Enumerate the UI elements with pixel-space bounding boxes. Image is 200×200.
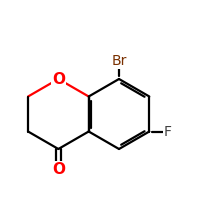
Text: O: O — [52, 72, 65, 86]
Text: Br: Br — [111, 54, 127, 68]
Text: O: O — [52, 162, 65, 178]
Text: F: F — [163, 124, 171, 139]
